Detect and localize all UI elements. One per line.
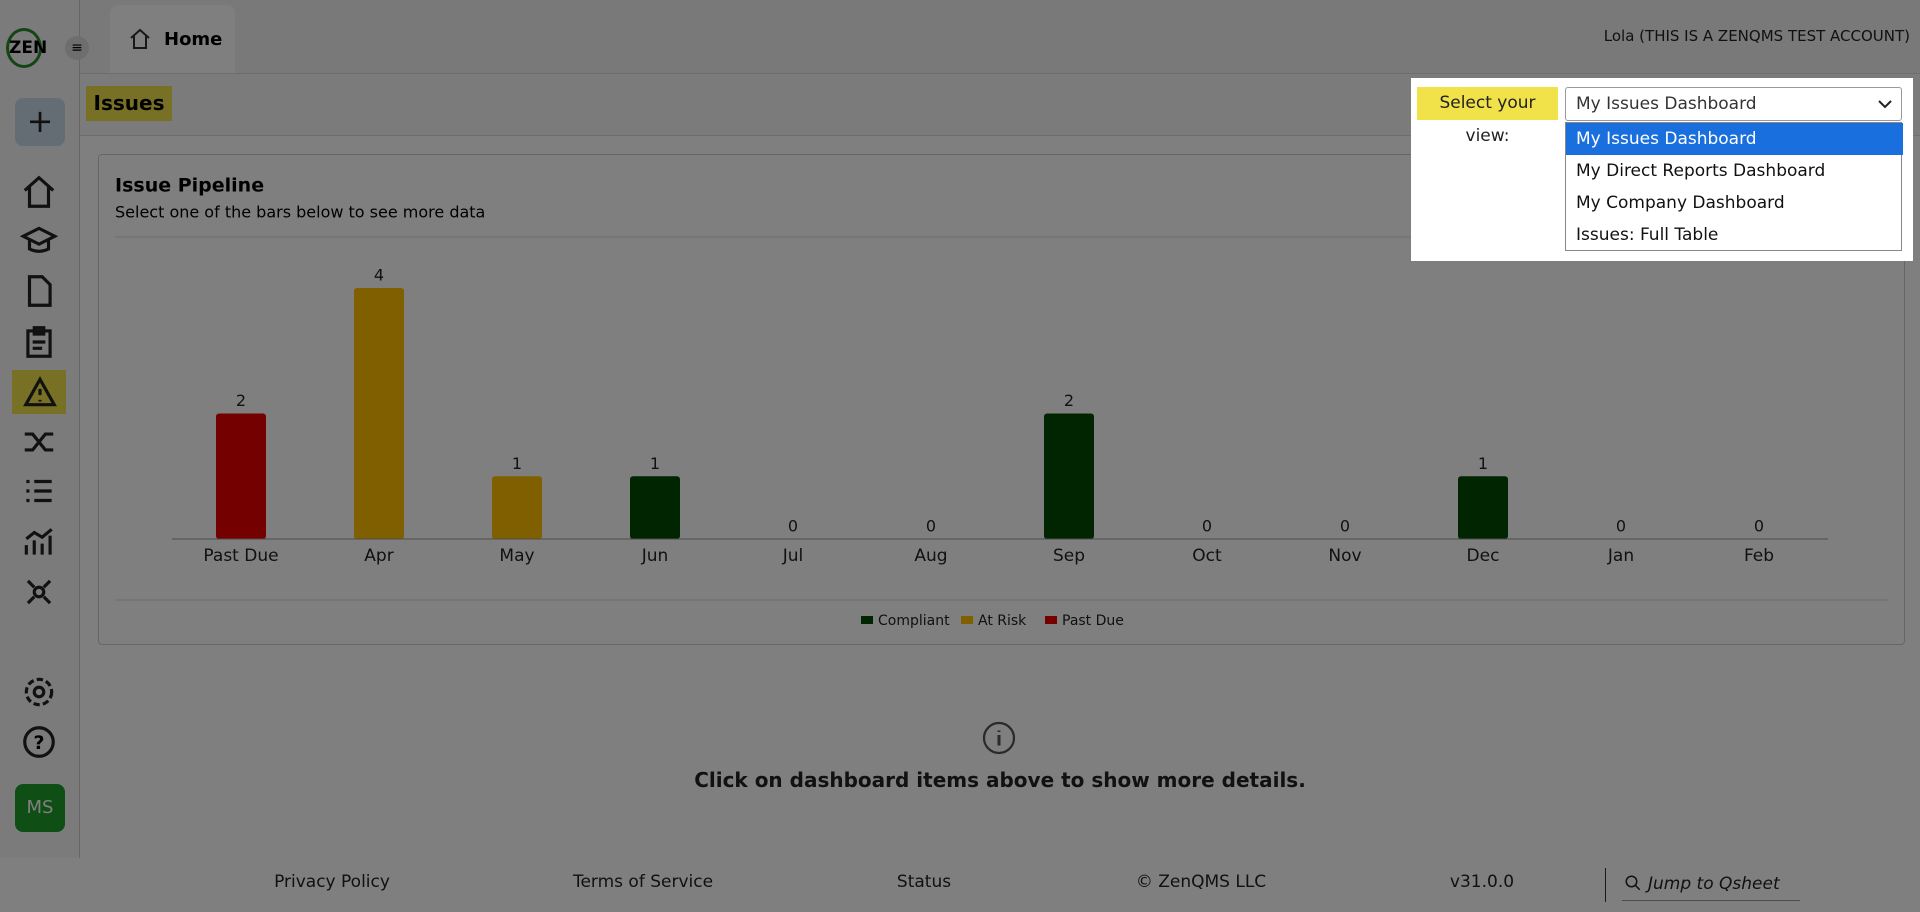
options-list: My Issues Dashboard My Direct Reports Das… <box>1565 122 1903 251</box>
view-selector-panel: Select your view: My Issues Dashboard My… <box>1411 78 1913 261</box>
selected-view: My Issues Dashboard <box>1576 94 1757 114</box>
view-select[interactable]: My Issues Dashboard <box>1565 87 1902 121</box>
view-option[interactable]: My Company Dashboard <box>1576 193 1785 213</box>
view-option[interactable]: Issues: Full Table <box>1576 225 1719 245</box>
view-option[interactable]: My Issues Dashboard <box>1566 123 1903 155</box>
chevron <box>1878 100 1892 109</box>
view-option[interactable]: My Direct Reports Dashboard <box>1576 161 1826 181</box>
view-label: Select your view: <box>1417 87 1558 146</box>
